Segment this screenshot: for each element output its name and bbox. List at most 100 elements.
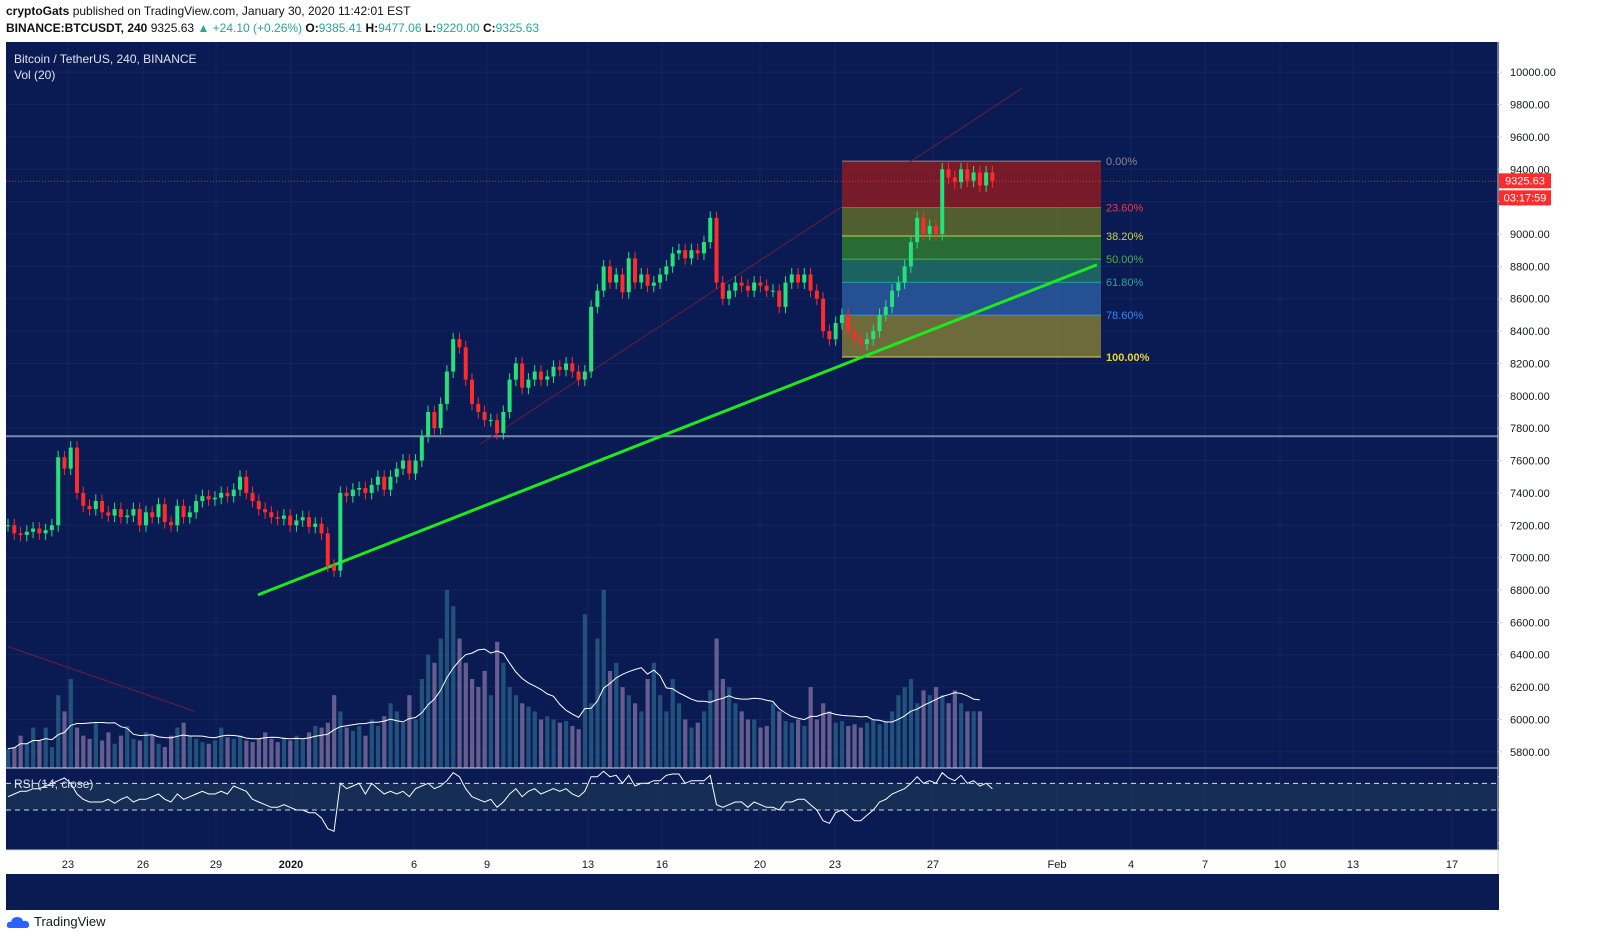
candle-body [62, 457, 67, 469]
volume-bar [388, 703, 393, 768]
candle-body [162, 504, 167, 523]
countdown-badge-text: 03:17:59 [1504, 192, 1547, 204]
price-chart[interactable]: 0.00% 23.60% 38.20% 50.00% 61.80% 78.60% 100.0… [0, 42, 1621, 912]
x-tick-label: 23 [62, 859, 74, 871]
volume-bar [883, 721, 888, 768]
volume-bar [676, 703, 682, 768]
candle-body [902, 266, 907, 283]
y-tick-label: 9600.00 [1510, 132, 1550, 144]
candle-body [915, 217, 920, 243]
y-tick-label: 8400.00 [1510, 326, 1550, 338]
candle-body [971, 172, 976, 181]
drawing-lines[interactable] [6, 87, 1498, 712]
volume-bar [752, 719, 757, 768]
volume-bar [789, 722, 794, 768]
volume-bar [683, 719, 688, 768]
candle-body [93, 501, 98, 510]
x-tick-label: 29 [210, 859, 222, 871]
volume-bar [733, 703, 738, 768]
candle-body [789, 274, 794, 283]
publisher-name[interactable]: cryptoGats [6, 4, 70, 18]
volume-bar [212, 740, 218, 768]
candle-body [551, 366, 556, 377]
candle-body [49, 525, 54, 531]
y-tick-label: 7000.00 [1510, 553, 1550, 565]
tradingview-brand: TradingView [34, 914, 106, 929]
fib-zone [842, 161, 1101, 208]
candle-body [651, 282, 656, 286]
candle-body [382, 476, 387, 490]
candle-body [419, 436, 424, 461]
candle-body [921, 217, 926, 234]
volume-bar [833, 722, 838, 768]
candle-body [319, 523, 324, 534]
volume-bar [194, 738, 199, 768]
volume-bar [520, 703, 525, 768]
y-tick-label: 8000.00 [1510, 391, 1550, 403]
volume-bar [87, 738, 92, 768]
volume-bar [720, 679, 725, 768]
candle-body [469, 379, 474, 404]
candle-body [557, 366, 562, 370]
volume-bar [369, 719, 374, 768]
candle-body [545, 376, 550, 380]
candle-body [18, 533, 23, 535]
volume-bar [839, 721, 845, 768]
y-tick-label: 7200.00 [1510, 520, 1550, 532]
grid [6, 42, 1498, 850]
volume-bar [225, 737, 230, 768]
candle-body [683, 250, 688, 259]
candle-body [495, 420, 500, 434]
volume-bar [601, 590, 606, 768]
candle-body [357, 488, 362, 490]
candle-body [43, 530, 48, 534]
cloud-icon [6, 916, 30, 928]
tradingview-logo[interactable]: TradingView [6, 914, 106, 929]
volume-bar [100, 740, 105, 768]
volume-bar [959, 703, 964, 768]
volume-bar [74, 727, 80, 768]
volume-bar [244, 740, 249, 768]
candle-body [281, 515, 286, 519]
trendline [257, 263, 1098, 597]
volume-bar [444, 590, 450, 768]
rsi-label: RSI (14, close) [14, 777, 93, 791]
volume-bars [6, 590, 983, 768]
candle-body [714, 217, 719, 283]
candle-body [965, 169, 970, 181]
volume-bar [169, 735, 174, 768]
fibonacci-retracement[interactable]: 0.00% 23.60% 38.20% 50.00% 61.80% 78.60% 100.0… [842, 156, 1150, 364]
chart-title: Bitcoin / TetherUS, 240, BINANCE [14, 52, 197, 66]
volume-bar [977, 711, 983, 768]
x-tick-label: 16 [656, 859, 668, 871]
volume-bar [495, 641, 500, 768]
volume-bar [846, 725, 851, 768]
volume-bar [18, 735, 23, 768]
candle-body [181, 505, 186, 518]
candle-body [538, 371, 543, 380]
volume-label: Vol (20) [14, 68, 55, 82]
volume-bar [658, 695, 663, 768]
volume-bar [451, 606, 456, 768]
volume-bar [607, 670, 613, 768]
close-value: 9325.63 [495, 21, 539, 35]
candle-body [626, 258, 631, 293]
candle-body [482, 412, 487, 421]
y-tick-label: 9800.00 [1510, 100, 1550, 112]
volume-bar [49, 746, 55, 768]
candle-body [294, 520, 299, 526]
candle-body [890, 290, 895, 307]
volume-bar [363, 735, 368, 768]
candle-body [12, 525, 17, 534]
candle-body [6, 525, 10, 527]
volume-bar [231, 738, 236, 768]
candle-body [488, 420, 493, 422]
candle-body [633, 258, 637, 283]
volume-bar [908, 679, 914, 768]
volume-bar [81, 735, 86, 768]
y-tick-label: 8600.00 [1510, 294, 1550, 306]
volume-bar [890, 711, 895, 768]
candle-body [375, 476, 380, 485]
candle-body [401, 460, 406, 469]
candle-body [645, 274, 650, 286]
